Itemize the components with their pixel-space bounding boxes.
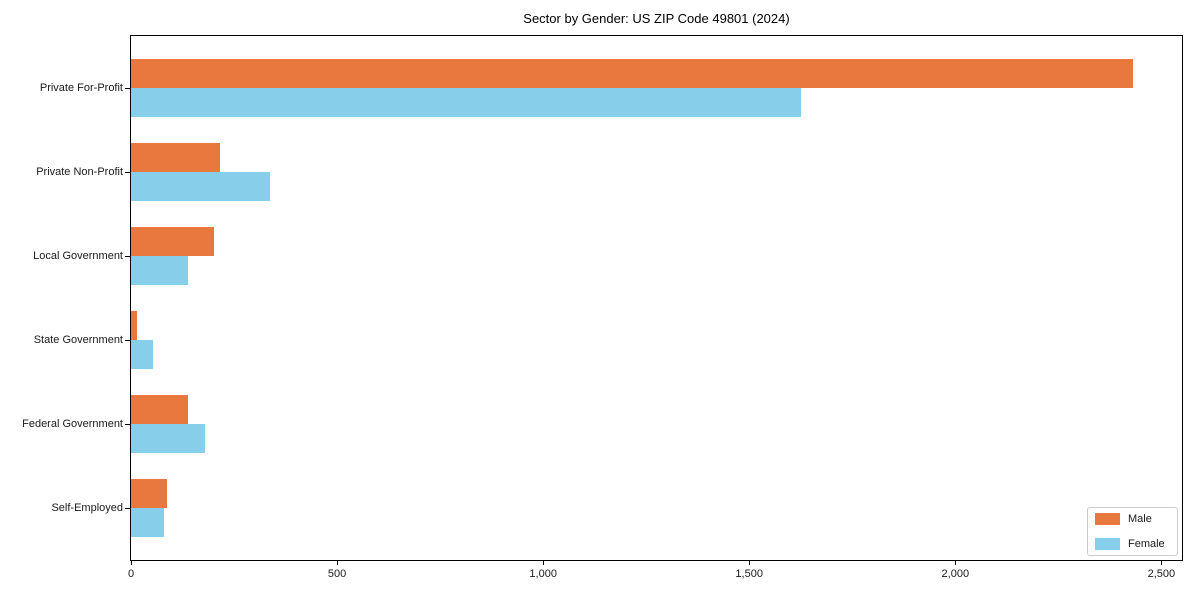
legend-item-female: Female	[1095, 538, 1170, 550]
y-tick-mark	[125, 424, 130, 425]
y-axis-label: Private Non-Profit	[36, 166, 123, 178]
y-axis-label: Federal Government	[22, 418, 123, 430]
y-tick-mark	[125, 508, 130, 509]
x-axis-label: 0	[127, 568, 135, 580]
bar-female-self-employed	[131, 508, 164, 537]
bar-female-private-for-profit	[131, 88, 801, 117]
y-axis-label: Private For-Profit	[39, 82, 123, 94]
x-tick-mark	[955, 561, 957, 565]
x-axis-label: 2,000	[941, 568, 970, 580]
y-tick-mark	[125, 172, 130, 173]
x-axis-label: 500	[327, 568, 347, 580]
legend-label: Male	[1128, 513, 1152, 525]
x-tick-mark	[1161, 561, 1163, 565]
bar-female-federal-government	[131, 424, 205, 453]
y-axis-label: State Government	[33, 334, 123, 346]
bar-female-private-non-profit	[131, 172, 270, 201]
bar-female-state-government	[131, 340, 153, 369]
bar-male-local-government	[131, 227, 214, 256]
x-axis-label: 1,500	[735, 568, 763, 580]
y-tick-mark	[125, 88, 130, 89]
bar-male-private-for-profit	[131, 59, 1133, 88]
bar-male-self-employed	[131, 479, 168, 508]
legend-item-male: Male	[1095, 513, 1170, 525]
x-tick-mark	[337, 561, 339, 565]
x-tick-mark	[131, 561, 132, 565]
x-axis-label: 2,500	[1147, 568, 1176, 580]
bar-male-private-non-profit	[131, 143, 221, 172]
legend: Male Female	[1087, 507, 1178, 556]
plot-area	[130, 35, 1183, 561]
chart-title: Sector by Gender: US ZIP Code 49801 (202…	[523, 11, 790, 26]
bar-male-federal-government	[131, 395, 189, 424]
legend-swatch-male	[1095, 513, 1120, 525]
legend-label: Female	[1128, 538, 1165, 550]
y-axis-label: Self-Employed	[51, 502, 123, 514]
legend-swatch-female	[1095, 538, 1120, 550]
x-tick-mark	[749, 561, 751, 565]
x-axis-label: 1,000	[529, 568, 557, 580]
x-tick-mark	[543, 561, 545, 565]
bar-female-local-government	[131, 256, 188, 285]
y-tick-mark	[125, 256, 130, 257]
y-tick-mark	[125, 340, 130, 341]
y-axis-label: Local Government	[33, 250, 123, 262]
bar-male-state-government	[131, 311, 137, 340]
